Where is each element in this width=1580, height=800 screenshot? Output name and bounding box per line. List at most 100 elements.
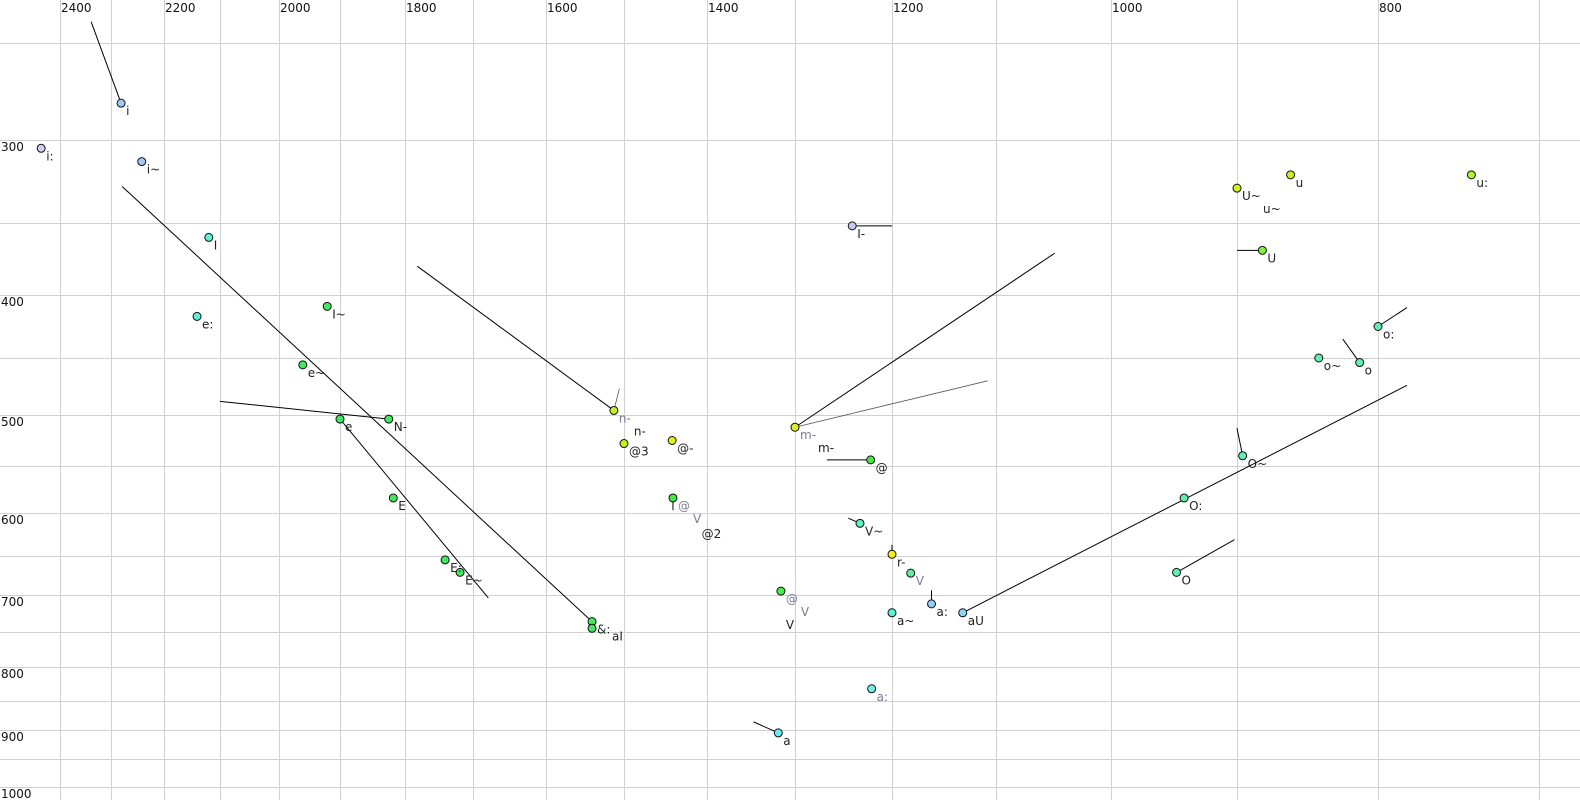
vowel-point: [790, 422, 800, 432]
vowel-point: [192, 311, 202, 321]
vowel-label: a~: [897, 614, 914, 628]
vowel-label: I: [214, 238, 218, 252]
vowel-label: i~: [147, 163, 160, 177]
vowel-point: [1179, 493, 1189, 503]
vowel-label: a: [783, 734, 790, 748]
x-tick-label: 1000: [1112, 1, 1143, 15]
points: [36, 98, 1476, 738]
reference-trajectory-line: [794, 380, 988, 428]
vowel-point: [1286, 170, 1296, 180]
vowel-label: i: [126, 104, 129, 118]
trajectory-line: [90, 21, 122, 104]
y-tick-label: 800: [1, 667, 24, 681]
vowel-point: [847, 221, 857, 231]
y-tick-label: 400: [1, 295, 24, 309]
vowel-point: [887, 549, 897, 559]
vowel-label: r-: [897, 555, 906, 569]
vowel-point: [1314, 353, 1324, 363]
vowel-point: [906, 568, 916, 578]
vowel-label: e~: [308, 366, 325, 380]
trajectory-line: [339, 418, 489, 599]
x-tick-label: 1400: [708, 1, 739, 15]
reference-label: @: [786, 592, 798, 606]
vowel-label: V: [786, 618, 795, 632]
vowel-label: O~: [1248, 457, 1268, 471]
vowel-label: aI: [612, 629, 623, 643]
x-tick-label: 1600: [547, 1, 578, 15]
trajectories: [90, 21, 1408, 734]
reference-label: V: [693, 512, 702, 526]
vowel-label: O:: [1189, 499, 1202, 513]
vowel-point: [1257, 245, 1267, 255]
trajectory-line: [219, 400, 389, 420]
vowel-label: u:: [1476, 176, 1488, 190]
vowel-point: [204, 232, 214, 242]
vowel-label: e: [345, 420, 352, 434]
vowel-label: o:: [1383, 328, 1394, 342]
x-tick-label: 800: [1379, 1, 1402, 15]
vowel-point: [440, 555, 450, 565]
vowel-point: [36, 143, 46, 153]
y-tick-label: 600: [1, 513, 24, 527]
trajectory-line: [794, 252, 1055, 428]
vowel-point: [958, 608, 968, 618]
vowel-label: N-: [394, 420, 407, 434]
vowel-label: @: [876, 461, 888, 475]
vowel-point: [322, 301, 332, 311]
y-tick-label: 500: [1, 415, 24, 429]
y-tick-label: 300: [1, 140, 24, 154]
axis-ticks: 2400 2200 2000 1800 1600 1400 1200 1000 800 300 40…: [1, 1, 1402, 800]
vowel-point: [587, 623, 597, 633]
x-tick-label: 1800: [406, 1, 437, 15]
vowel-label: V~: [865, 524, 883, 538]
vowel-label: I~: [332, 307, 346, 321]
trajectory-line: [1176, 539, 1235, 573]
vowel-label: E:: [450, 561, 462, 575]
vowel-point: [384, 414, 394, 424]
vowel-label: n-: [634, 424, 646, 438]
trajectory-line: [416, 265, 615, 411]
vowel-point: [455, 567, 465, 577]
vowel-point: [619, 439, 629, 449]
vowel-point: [773, 728, 783, 738]
vowel-point: [1355, 358, 1365, 368]
reference-label: n-: [619, 411, 631, 425]
vowel-label: @-: [677, 442, 693, 456]
reference-label: m-: [800, 428, 816, 442]
vowel-point: [388, 493, 398, 503]
vowel-label: O: [1182, 573, 1191, 587]
vowel-point: [137, 157, 147, 167]
vowel-point: [116, 98, 126, 108]
x-tick-label: 2200: [165, 1, 196, 15]
vowel-label: i:: [46, 149, 53, 163]
vowel-label: e:: [202, 317, 213, 331]
y-tick-label: 900: [1, 730, 24, 744]
vowel-label: @3: [629, 445, 649, 459]
vowel-label: u: [1296, 176, 1304, 190]
x-tick-label: 2000: [280, 1, 311, 15]
vowel-point: [776, 586, 786, 596]
vowel-label: I-: [857, 227, 865, 241]
vowel-point: [298, 360, 308, 370]
vowel-label: u~: [1263, 202, 1281, 216]
vowel-point: [668, 493, 678, 503]
vowel-label: @2: [702, 527, 722, 541]
vowel-point: [867, 684, 877, 694]
vowel-point: [1232, 183, 1242, 193]
point-labels: i:ii~Ie:I~e~e N-EE:E~&: aIn-n-@3 @-@V@2m-m-…: [46, 104, 1488, 748]
reference-label: V: [801, 605, 810, 619]
vowel-label: E: [398, 499, 406, 513]
x-tick-label: 2400: [61, 1, 92, 15]
vowel-point: [1238, 451, 1248, 461]
vowel-point: [1172, 567, 1182, 577]
trajectory-line: [1342, 338, 1361, 363]
vowel-point: [887, 608, 897, 618]
x-tick-label: 1200: [893, 1, 924, 15]
reference-label: @: [678, 499, 690, 513]
y-tick-label: 700: [1, 595, 24, 609]
vowel-label: &:: [597, 623, 610, 637]
trajectory-line: [1236, 428, 1244, 456]
vowel-point: [335, 414, 345, 424]
